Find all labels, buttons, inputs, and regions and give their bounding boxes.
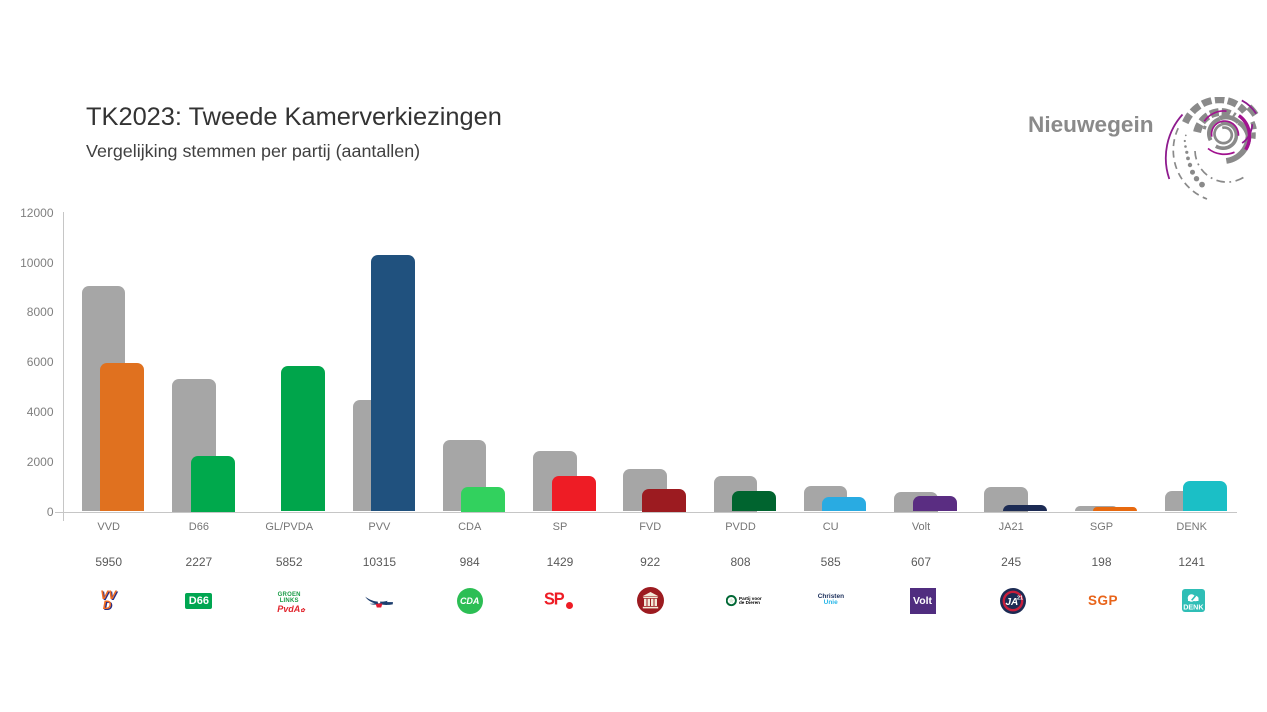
svg-text:D: D (102, 598, 111, 612)
svg-text:DENK: DENK (1183, 603, 1204, 612)
svg-text:D: D (104, 599, 113, 613)
svg-text:21: 21 (1017, 595, 1023, 601)
svg-text:VV: VV (101, 589, 118, 603)
svg-text:JA: JA (1005, 597, 1018, 608)
svg-text:VV: VV (100, 589, 117, 602)
